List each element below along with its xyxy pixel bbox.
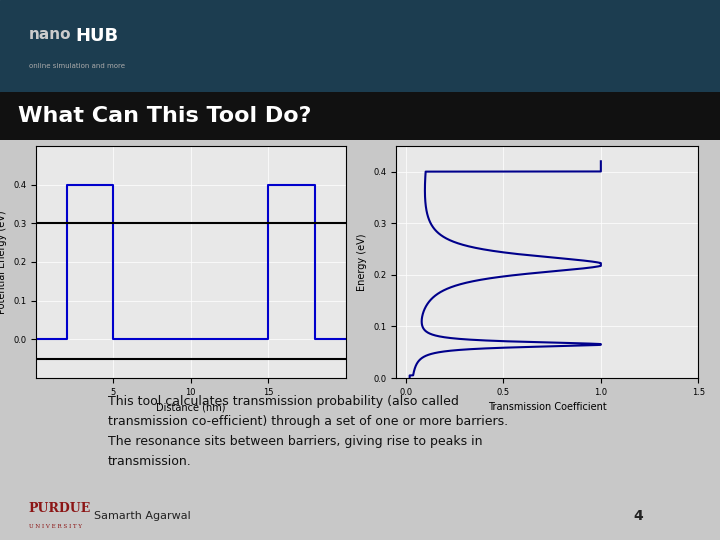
Text: nano: nano: [29, 27, 71, 42]
Text: This tool calculates transmission probability (also called
transmission co-effic: This tool calculates transmission probab…: [108, 395, 508, 468]
Text: PURDUE: PURDUE: [29, 502, 91, 515]
Text: HUB: HUB: [75, 27, 118, 45]
Text: U N I V E R S I T Y: U N I V E R S I T Y: [29, 524, 82, 529]
Text: What Can This Tool Do?: What Can This Tool Do?: [18, 106, 312, 126]
X-axis label: Transmission Coefficient: Transmission Coefficient: [488, 402, 606, 412]
X-axis label: Distance (nm): Distance (nm): [156, 402, 225, 412]
Text: Samarth Agarwal: Samarth Agarwal: [94, 511, 190, 521]
Y-axis label: Potential Energy (eV): Potential Energy (eV): [0, 210, 7, 314]
Text: 4: 4: [634, 509, 644, 523]
Y-axis label: Energy (eV): Energy (eV): [357, 233, 367, 291]
Text: online simulation and more: online simulation and more: [29, 63, 125, 69]
